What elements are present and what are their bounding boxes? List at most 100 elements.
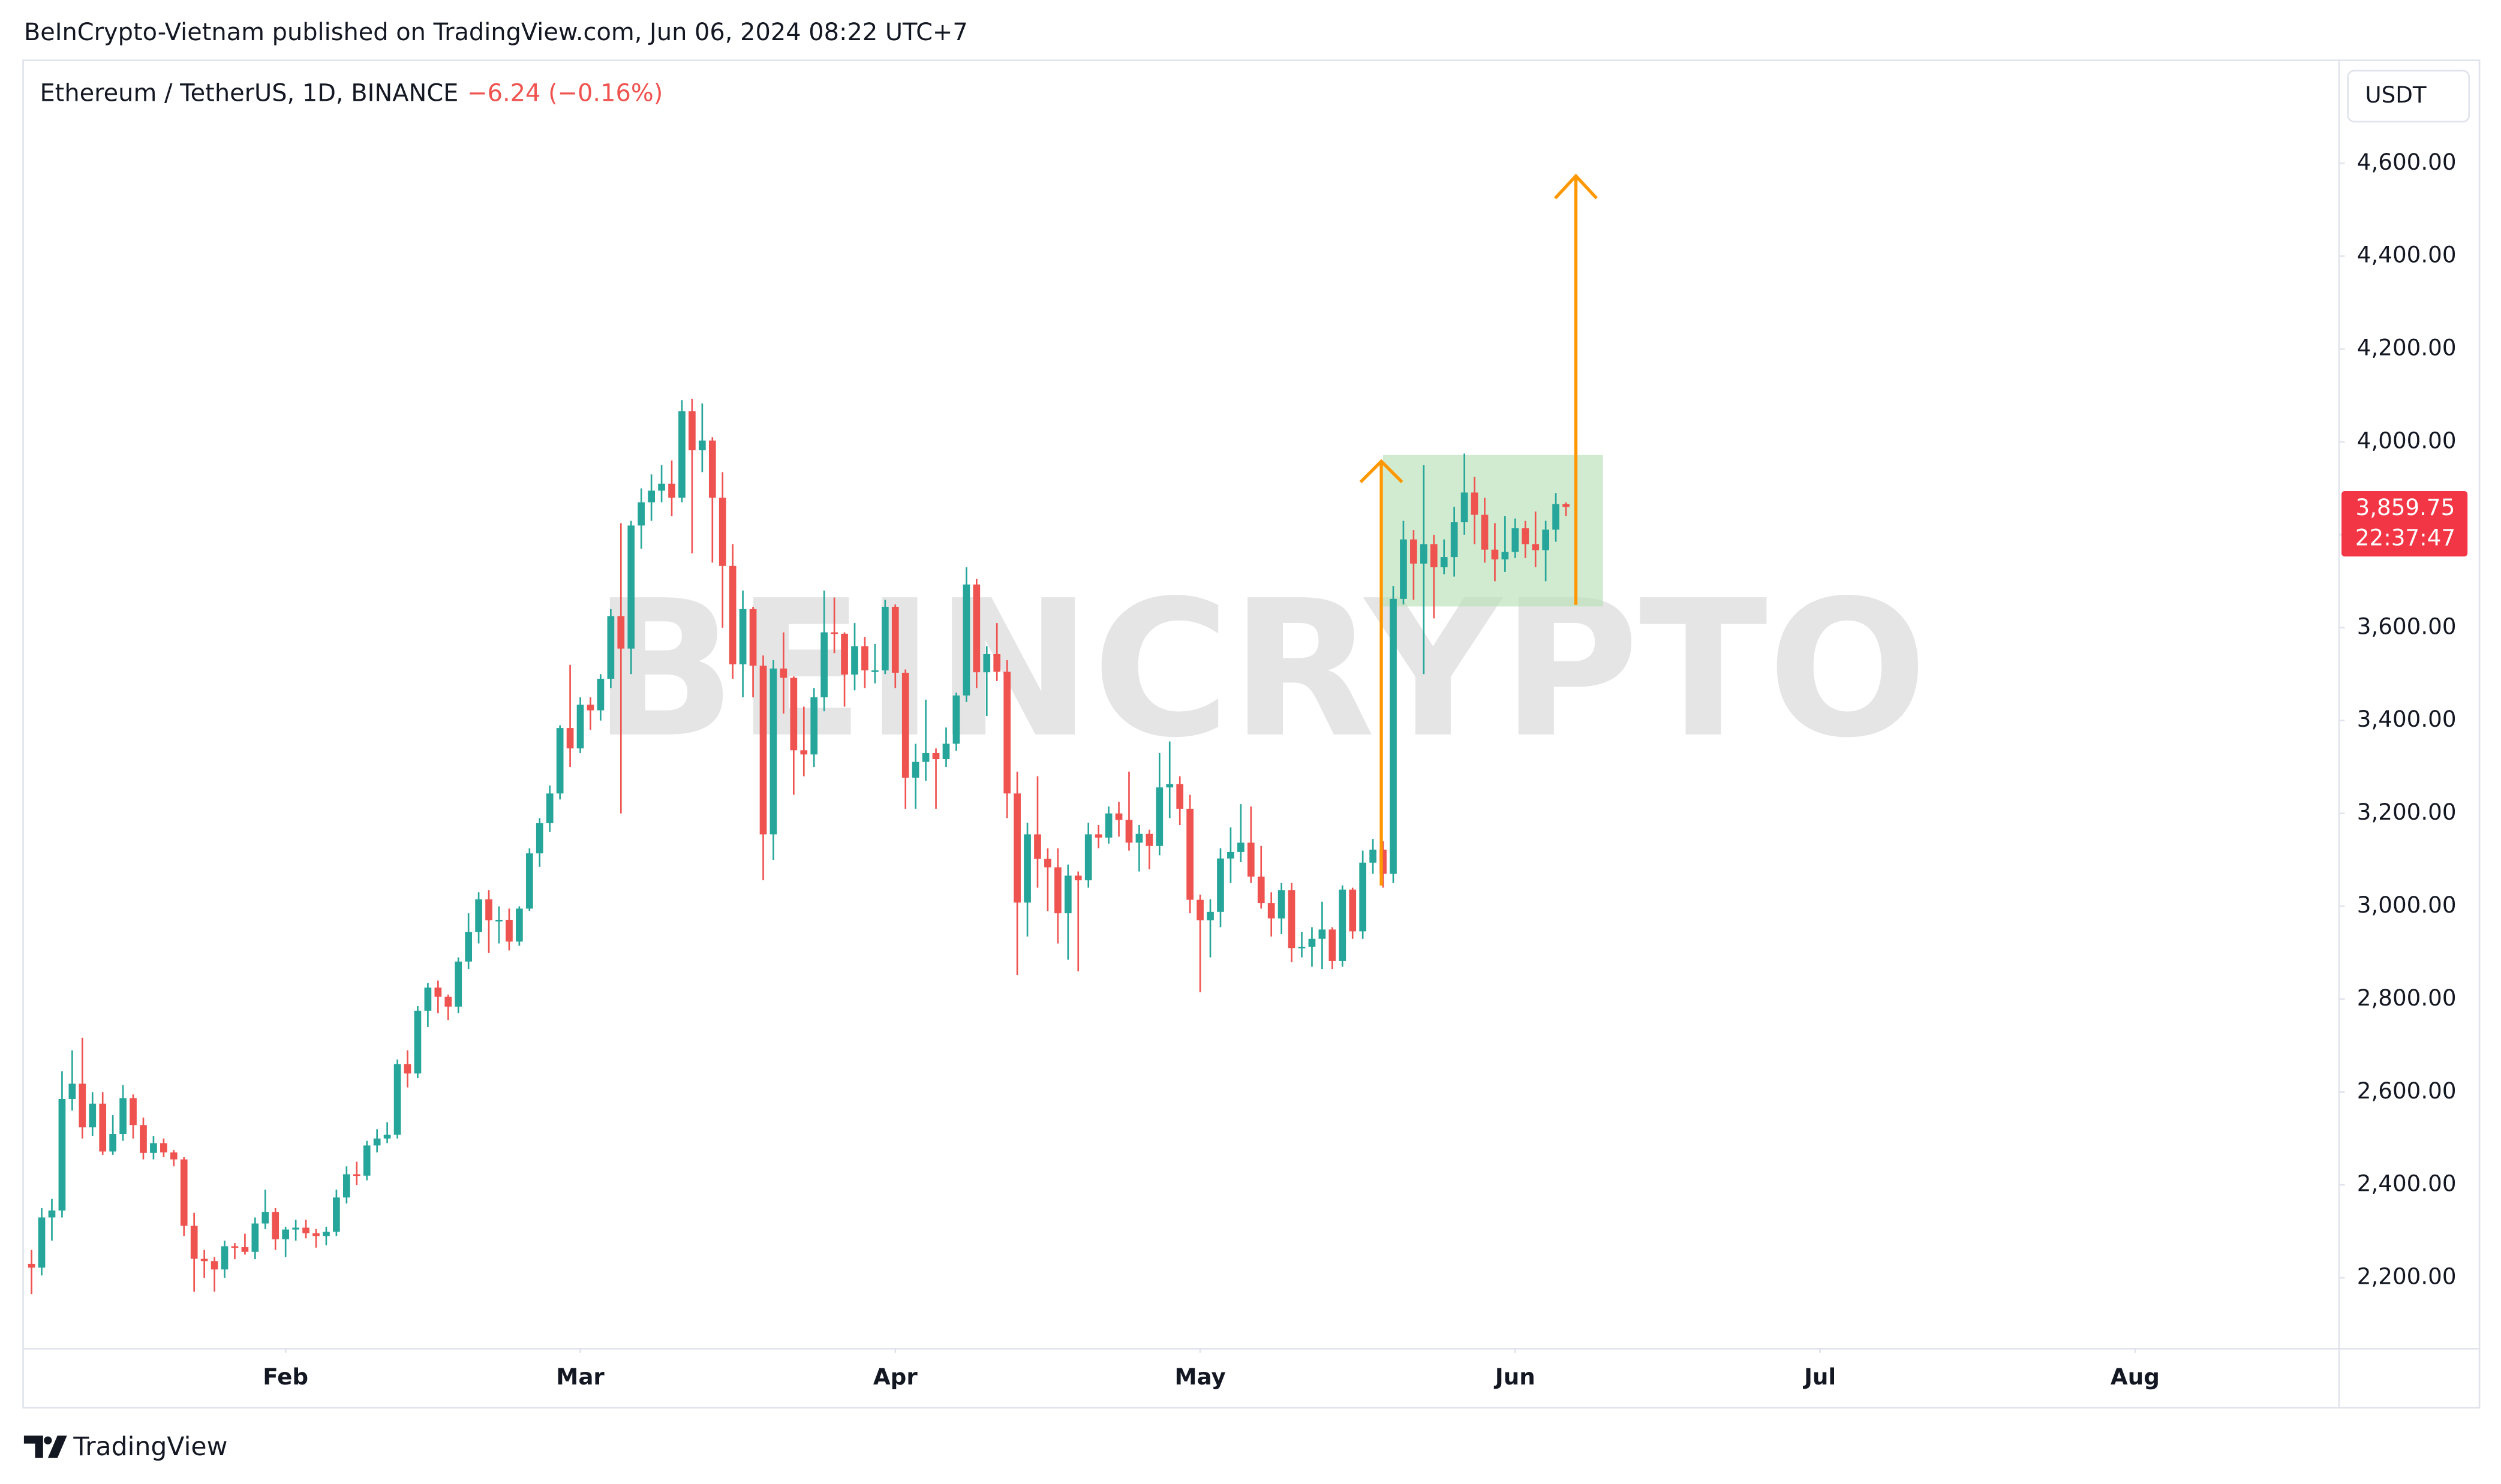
candle-body [922, 752, 930, 762]
candle-body [993, 654, 1001, 672]
candle-body [1390, 598, 1397, 874]
symbol-title: Ethereum / TetherUS, 1D, BINANCE [40, 79, 458, 107]
candle-body [1440, 557, 1448, 568]
candle-body [1522, 528, 1529, 544]
candle-body [1024, 834, 1031, 903]
candle-body [881, 606, 889, 671]
candle-body [901, 672, 909, 778]
candle-body [1460, 492, 1468, 523]
candle-body [506, 919, 513, 942]
candle-body [963, 584, 970, 696]
y-tick-label: 2,800.00 [2357, 985, 2457, 1011]
candle-body [1430, 544, 1438, 568]
tradingview-logo: TradingView [23, 1432, 227, 1462]
candle-body [1014, 793, 1021, 903]
candle-body [58, 1098, 66, 1211]
candle-body [638, 502, 645, 526]
candle-body [1186, 808, 1194, 900]
candle-body [648, 490, 655, 502]
last-price-box [2341, 491, 2468, 557]
x-tick-label: Jul [1802, 1363, 1836, 1390]
y-tick-label: 4,600.00 [2357, 149, 2457, 175]
currency: USDT [2365, 82, 2427, 108]
candle-body [434, 988, 442, 997]
candle-body [689, 411, 696, 450]
candle-body [1207, 911, 1214, 920]
footer-brand: TradingView [73, 1432, 227, 1462]
x-tick-label: Jun [1493, 1363, 1535, 1390]
candle-body [831, 632, 838, 634]
candle-body [99, 1103, 107, 1152]
currency-button[interactable] [2347, 70, 2470, 123]
candle-body [516, 908, 523, 942]
candle-body [211, 1261, 218, 1270]
candle-body [912, 761, 919, 778]
candle-body [871, 670, 879, 672]
candle-body [323, 1232, 330, 1236]
candle-body [841, 633, 848, 675]
candle-body [1298, 946, 1306, 949]
x-tick-label: Feb [263, 1363, 308, 1390]
candle-body [719, 497, 726, 566]
candle-body [576, 705, 584, 749]
candle-body [1034, 834, 1041, 859]
candle-body [1359, 862, 1367, 932]
x-tick-label: Mar [556, 1363, 605, 1390]
candle-body [617, 616, 625, 649]
candle-body [1552, 504, 1559, 530]
candle-body [393, 1064, 401, 1135]
chart-frame [22, 59, 2481, 1409]
axes: 2,200.00 2,400.00 2,600.00 2,800.00 3,000.00… [263, 149, 2468, 1390]
candle-body [1400, 539, 1407, 599]
y-tick-label: 2,400.00 [2357, 1170, 2457, 1197]
x-tick-label: Apr [873, 1363, 918, 1390]
candle-body [424, 988, 432, 1011]
candle-body [891, 606, 899, 673]
candle-body [699, 440, 706, 450]
consolidation-box [1382, 454, 1603, 607]
candle-body [1074, 875, 1082, 881]
candle-body [444, 997, 452, 1007]
candle-body [1197, 899, 1204, 920]
y-tick-label: 2,200.00 [2357, 1263, 2457, 1290]
candle-body [292, 1227, 299, 1230]
candles [28, 398, 1570, 1295]
arrow [1554, 173, 1598, 605]
x-tick-label: Aug [2111, 1363, 2160, 1390]
candle-body [200, 1259, 208, 1262]
candle-body [38, 1217, 46, 1268]
y-tick-label: 3,400.00 [2357, 706, 2457, 732]
candle-body [1135, 833, 1143, 843]
candle-body [1532, 544, 1540, 550]
candle-body [1318, 929, 1326, 939]
candle-body [1064, 875, 1072, 914]
y-tick-label: 4,400.00 [2357, 242, 2457, 268]
candle-body [231, 1246, 239, 1248]
candle-body [68, 1083, 76, 1099]
candle-body [140, 1125, 147, 1153]
candle-body [942, 743, 950, 760]
candle-body [1084, 834, 1092, 881]
candle-body [221, 1246, 229, 1270]
candle-body [282, 1229, 290, 1239]
candle-body [28, 1263, 35, 1268]
price-change: −6.24 (−0.16%) [467, 79, 663, 107]
candle-body [1115, 813, 1123, 820]
candle-body [607, 616, 615, 679]
candle-body [1227, 851, 1234, 859]
candle-body [89, 1103, 97, 1128]
y-tick-label: 4,000.00 [2357, 428, 2457, 454]
candle-body [1247, 842, 1255, 877]
countdown: 22:37:47 [2355, 524, 2455, 550]
candle-body [1003, 672, 1011, 794]
candle-body [342, 1174, 350, 1198]
candle-body [272, 1212, 279, 1239]
candle-body [1044, 859, 1051, 868]
y-tick-label: 2,600.00 [2357, 1077, 2457, 1104]
logo-mark [23, 1435, 67, 1458]
candle-body [810, 697, 818, 755]
logo-dot [44, 1436, 52, 1444]
candle-body [800, 750, 808, 755]
